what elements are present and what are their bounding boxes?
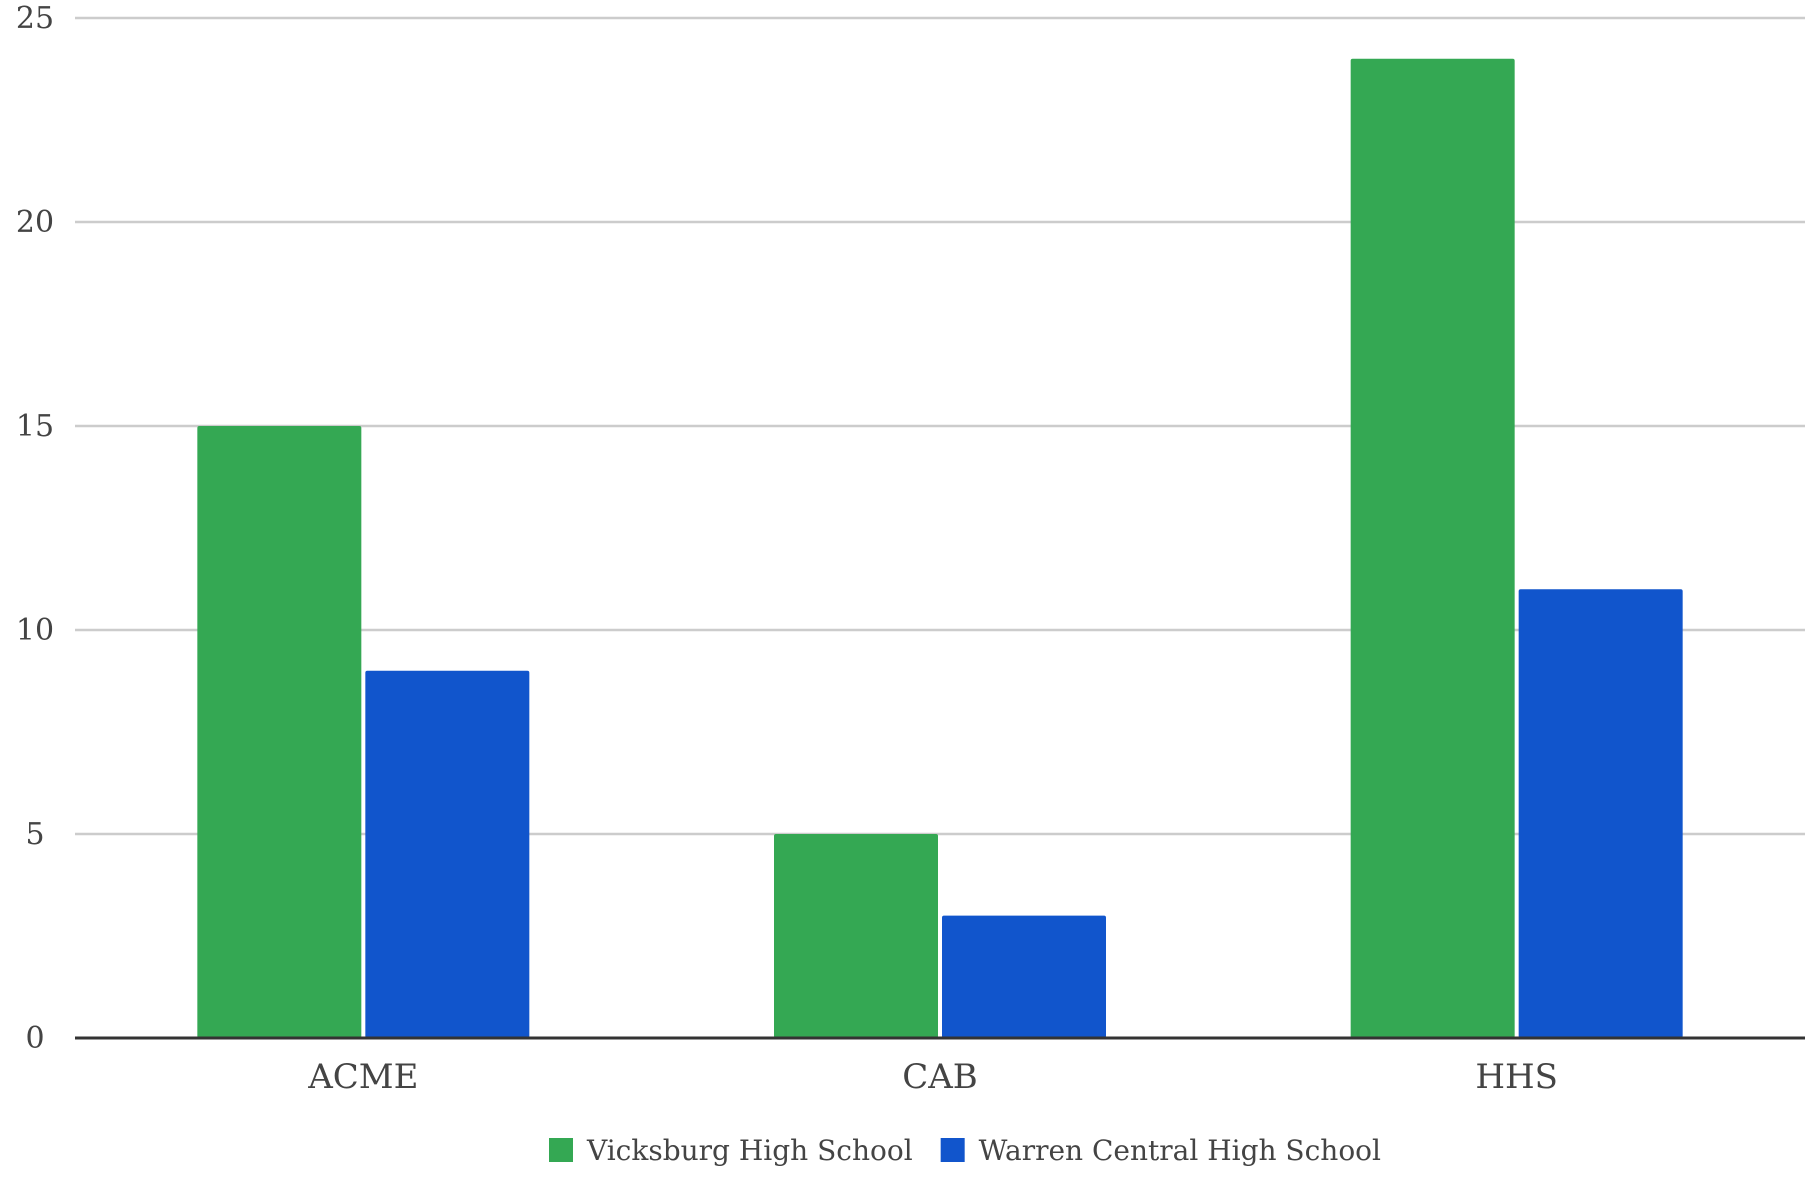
x-tick-label-acme: ACME bbox=[307, 1057, 418, 1097]
bars bbox=[197, 58, 1683, 1039]
bar-cab-series-1 bbox=[942, 915, 1106, 1038]
bar-hhs-series-0 bbox=[1350, 58, 1515, 1039]
bar-hhs-series-1 bbox=[1518, 589, 1683, 1038]
legend-label-series-1: Warren Central High School bbox=[979, 1134, 1381, 1167]
y-tick-label-10: 10 bbox=[16, 613, 54, 648]
y-tick-label-0: 0 bbox=[25, 1021, 44, 1056]
legend-swatch-series-1 bbox=[940, 1138, 965, 1162]
y-tick-label-20: 20 bbox=[16, 205, 54, 240]
x-tick-label-cab: CAB bbox=[902, 1057, 978, 1097]
axes: 0 5 10 15 20 25 ACME CAB HHS bbox=[16, 1, 1805, 1097]
legend: Vicksburg High School Warren Central High… bbox=[549, 1134, 1381, 1167]
legend-swatch-series-0 bbox=[549, 1138, 573, 1162]
y-tick-label-25: 25 bbox=[16, 1, 54, 36]
bar-cab-series-0 bbox=[774, 834, 938, 1038]
x-tick-label-hhs: HHS bbox=[1475, 1057, 1558, 1097]
gridlines bbox=[75, 16, 1805, 836]
y-tick-label-5: 5 bbox=[25, 817, 44, 852]
y-tick-label-15: 15 bbox=[16, 409, 54, 444]
legend-label-series-0: Vicksburg High School bbox=[586, 1134, 913, 1167]
bar-acme-series-1 bbox=[365, 670, 530, 1038]
bar-acme-series-0 bbox=[197, 426, 362, 1038]
